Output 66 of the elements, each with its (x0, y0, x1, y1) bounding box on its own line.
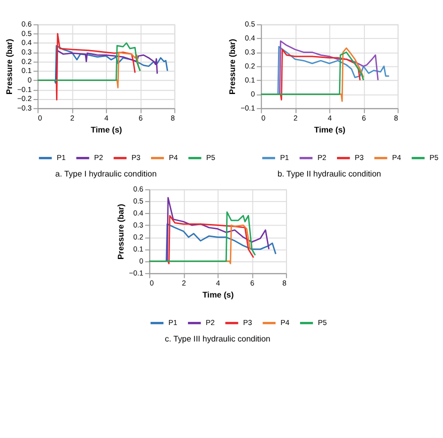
legend-label: P2 (317, 152, 326, 162)
x-tick-label: 4 (216, 278, 220, 288)
y-tick-label: −0.1 (240, 103, 255, 112)
y-tick-label: 0.5 (244, 20, 255, 29)
x-tick-label: 2 (294, 113, 298, 122)
x-tick-label: 6 (138, 113, 143, 122)
legend-label: P3 (243, 318, 252, 327)
y-tick-label: −0.2 (17, 94, 32, 104)
text: c. Type III hydraulic condition (164, 334, 271, 344)
line-series (38, 42, 141, 81)
x-tick-label: 8 (170, 113, 175, 122)
x-tick-label: 0 (150, 278, 154, 288)
y-tick-label: 0.3 (244, 48, 255, 57)
y-tick-label: 0.6 (133, 184, 144, 194)
y-tick-label: 0 (250, 89, 255, 98)
legend-label: P1 (280, 152, 289, 162)
y-tick-label: 0.3 (133, 220, 144, 230)
legend-label: P1 (56, 152, 66, 162)
legend-label: P1 (168, 318, 178, 327)
legend-label: P5 (318, 318, 327, 327)
x-tick-label: 4 (328, 113, 332, 122)
y-tick-label: 0.1 (244, 75, 255, 84)
y-axis-title: Pressure (bar) (228, 38, 238, 94)
x-tick-label: 0 (38, 113, 42, 122)
y-axis-title: Pressure (bar) (4, 38, 14, 94)
legend-label: P3 (354, 152, 364, 162)
x-tick-label: 0 (261, 113, 266, 122)
x-tick-label: 2 (70, 113, 74, 122)
y-tick-label: −0.1 (128, 268, 144, 278)
y-tick-label: 0.2 (22, 56, 32, 66)
y-tick-label: 0.2 (133, 232, 144, 242)
legend-label: P5 (430, 152, 438, 162)
y-tick-label: 0.2 (244, 62, 255, 71)
line-series (260, 52, 364, 95)
y-tick-label: 0 (139, 256, 144, 266)
legend-label: P4 (280, 318, 290, 327)
y-tick-label: 0.1 (22, 66, 32, 76)
y-tick-label: 0.6 (22, 20, 32, 29)
legend-label: P4 (392, 152, 402, 162)
legend-label: P3 (131, 152, 140, 162)
y-tick-label: −0.3 (17, 103, 32, 112)
legend-label: P4 (168, 152, 178, 162)
x-tick-label: 4 (104, 113, 108, 122)
y-tick-label: 0.1 (133, 244, 144, 254)
y-tick-label: −0.1 (17, 84, 32, 94)
text: a. Type I hydraulic condition (55, 170, 158, 179)
legend-label: P5 (206, 152, 216, 162)
x-tick-label: 8 (282, 278, 286, 288)
x-tick-label: 6 (362, 113, 366, 122)
y-tick-label: 0.5 (133, 196, 144, 206)
y-tick-label: 0.3 (22, 48, 32, 57)
legend-label: P2 (206, 318, 215, 327)
y-tick-label: 0.5 (22, 28, 32, 38)
y-tick-label: 0.4 (133, 208, 144, 218)
x-tick-label: 6 (250, 278, 254, 288)
text: b. Type II hydraulic condition (277, 170, 382, 179)
x-tick-label: 2 (182, 278, 186, 288)
x-axis-title: Time (s) (314, 125, 346, 134)
y-axis-title: Pressure (bar) (116, 204, 126, 260)
x-axis-title: Time (s) (90, 125, 122, 134)
x-axis-title: Time (s) (202, 290, 234, 300)
y-tick-label: 0 (28, 75, 32, 84)
y-tick-label: 0.4 (22, 38, 32, 48)
y-tick-label: 0.4 (244, 34, 255, 43)
x-tick-label: 8 (394, 113, 398, 122)
legend-label: P2 (94, 152, 104, 162)
